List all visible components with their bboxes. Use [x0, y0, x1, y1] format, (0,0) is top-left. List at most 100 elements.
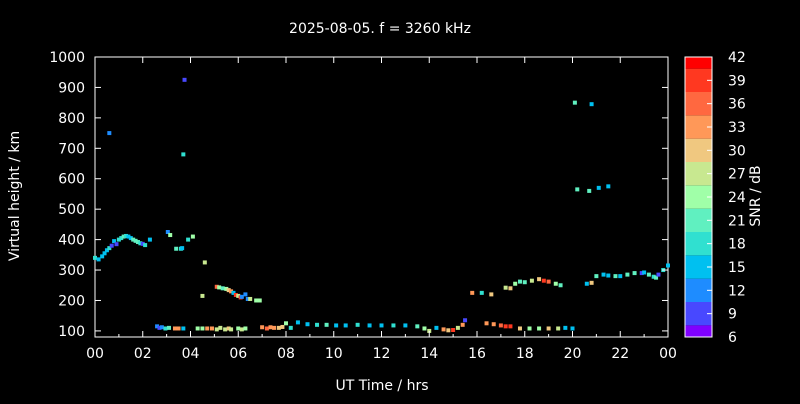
data-point	[226, 326, 231, 331]
data-point	[563, 325, 568, 330]
data-point	[470, 290, 475, 295]
data-point	[446, 328, 451, 333]
data-point	[163, 326, 168, 331]
data-point	[343, 323, 348, 328]
data-point	[541, 278, 546, 283]
data-point	[96, 257, 101, 262]
data-point	[214, 284, 219, 289]
colorbar-swatch	[685, 208, 712, 232]
data-point	[606, 184, 611, 189]
data-point	[498, 323, 503, 328]
data-point	[594, 274, 599, 279]
data-point	[434, 325, 439, 330]
y-tick-label: 200	[58, 293, 85, 309]
data-point	[529, 278, 534, 283]
data-point	[441, 327, 446, 332]
data-point	[104, 248, 109, 253]
colorbar-swatch	[685, 278, 712, 302]
data-point	[508, 324, 513, 329]
colorbar-swatch	[685, 302, 712, 326]
data-point	[642, 270, 647, 275]
data-point	[537, 277, 542, 282]
colorbar-swatch	[685, 185, 712, 209]
data-point	[491, 322, 496, 327]
colorbar-swatch	[685, 57, 712, 69]
data-point	[415, 324, 420, 329]
y-axis-label: Virtual height / km	[7, 131, 23, 261]
data-point	[666, 263, 670, 268]
data-point	[217, 285, 222, 290]
data-point	[268, 325, 273, 330]
y-tick-label: 100	[58, 324, 85, 340]
x-tick-label: 16	[468, 346, 486, 362]
data-point	[209, 326, 214, 331]
y-tick-label: 700	[58, 141, 85, 157]
data-point	[403, 323, 408, 328]
data-point	[632, 271, 637, 276]
data-point	[135, 240, 140, 245]
data-point	[606, 273, 611, 278]
y-tick-label: 400	[58, 233, 85, 249]
x-tick-label: 20	[564, 346, 582, 362]
colorbar-swatch	[685, 255, 712, 279]
data-point	[264, 326, 269, 331]
data-point	[546, 279, 551, 284]
data-point	[508, 286, 513, 291]
colorbar-tick-label: 33	[728, 120, 746, 136]
data-point	[479, 290, 484, 295]
data-point	[243, 292, 248, 297]
data-point	[257, 298, 262, 303]
data-point	[324, 322, 329, 327]
data-point	[245, 296, 250, 301]
data-point	[254, 298, 259, 303]
data-point	[589, 280, 594, 285]
colorbar-tick-label: 12	[728, 283, 746, 299]
data-point	[460, 322, 465, 327]
data-point	[248, 296, 253, 301]
x-tick-label: 04	[182, 346, 200, 362]
data-point	[181, 326, 186, 331]
data-point	[200, 293, 205, 298]
data-point	[119, 236, 124, 241]
data-point	[239, 294, 244, 299]
data-point	[455, 325, 460, 330]
colorbar-swatch	[685, 68, 712, 92]
colorbar-swatch	[685, 92, 712, 116]
data-point	[190, 234, 195, 239]
x-tick-label: 10	[325, 346, 343, 362]
data-point	[484, 321, 489, 326]
data-point	[305, 322, 310, 327]
data-point	[202, 260, 207, 265]
chart-title: 2025-08-05. f = 3260 kHz	[289, 21, 471, 37]
data-point	[260, 325, 265, 330]
x-tick-label: 08	[277, 346, 295, 362]
x-tick-label: 18	[516, 346, 534, 362]
data-point	[116, 237, 121, 242]
data-point	[133, 238, 138, 243]
y-tick-label: 300	[58, 263, 85, 279]
colorbar-tick-label: 36	[728, 97, 746, 113]
data-points	[93, 77, 670, 333]
data-point	[379, 323, 384, 328]
y-tick-label: 500	[58, 202, 85, 218]
data-point	[334, 323, 339, 328]
data-point	[284, 321, 288, 326]
data-point	[155, 324, 160, 329]
data-point	[220, 286, 225, 291]
data-point	[527, 326, 532, 331]
data-point	[131, 237, 136, 242]
y-tick-label: 800	[58, 111, 85, 127]
data-point	[367, 323, 372, 328]
x-tick-label: 22	[611, 346, 629, 362]
colorbar-tick-label: 42	[728, 50, 746, 66]
data-point	[157, 325, 162, 330]
data-point	[224, 286, 229, 291]
data-point	[589, 102, 594, 107]
data-point	[596, 185, 601, 190]
data-point	[109, 243, 114, 248]
data-point	[427, 328, 432, 333]
data-point	[112, 239, 117, 244]
colorbar-tick-label: 15	[728, 260, 746, 276]
data-point	[572, 100, 577, 105]
data-point	[570, 326, 575, 331]
